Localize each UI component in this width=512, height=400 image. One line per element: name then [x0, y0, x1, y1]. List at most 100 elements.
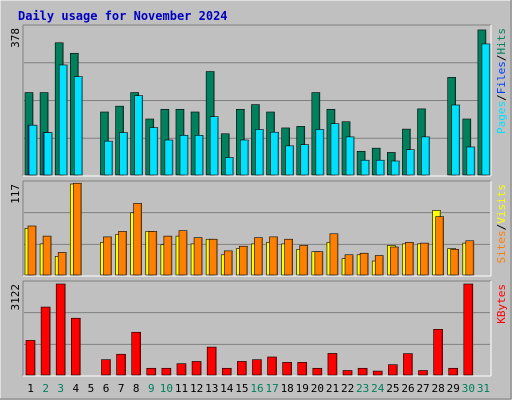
legend-item-kbytes: KBytes: [495, 284, 508, 324]
bar-sites: [359, 252, 369, 276]
bar-kbytes: [297, 362, 308, 376]
bar-sites: [133, 203, 142, 276]
x-tick-label: 15: [235, 382, 248, 395]
bar-sites: [329, 233, 339, 276]
bar-sites: [435, 216, 444, 276]
x-tick-label: 11: [175, 382, 188, 395]
legend-item-hits: Hits: [495, 28, 508, 55]
x-tick-label: 28: [432, 382, 445, 395]
x-tick-label: 22: [341, 382, 354, 395]
x-tick-label: 3: [57, 382, 64, 395]
bar-pages: [104, 140, 113, 176]
bar-sites: [178, 230, 188, 276]
bar-kbytes: [388, 364, 398, 376]
bar-kbytes: [342, 370, 353, 376]
bar-pages: [481, 43, 491, 176]
x-tick-label: 19: [296, 382, 309, 395]
bar-sites: [374, 255, 384, 276]
x-tick-label: 5: [88, 382, 95, 395]
bar-sites: [103, 236, 112, 276]
x-tick-label: 6: [103, 382, 110, 395]
x-tick-label: 2: [42, 382, 49, 395]
bar-pages: [345, 136, 355, 176]
legend-hits-files-pages: Pages/Files/Hits: [495, 28, 508, 134]
bar-kbytes: [70, 317, 81, 376]
bar-sites: [390, 246, 399, 276]
x-tick-label: 16: [250, 382, 263, 395]
bar-pages: [285, 145, 294, 176]
bar-kbytes: [116, 353, 126, 376]
panels: [22, 24, 492, 377]
x-tick-label: 24: [371, 382, 385, 395]
bar-kbytes: [40, 306, 51, 376]
x-tick-label: 9: [148, 382, 155, 395]
bar-sites: [344, 254, 354, 276]
x-tick-label: 25: [386, 382, 399, 395]
bar-kbytes: [101, 359, 111, 376]
bar-kbytes: [463, 283, 474, 376]
bar-pages: [224, 157, 234, 176]
bar-kbytes: [327, 353, 338, 376]
bar-pages: [391, 160, 400, 176]
bar-kbytes: [252, 359, 262, 376]
bar-sites: [148, 231, 158, 276]
bar-pages: [375, 159, 385, 176]
bar-pages: [149, 127, 159, 176]
bar-sites: [42, 235, 52, 276]
x-tick-label: 26: [401, 382, 414, 395]
bar-pages: [421, 136, 430, 176]
bar-sites: [299, 245, 309, 276]
bar-sites: [57, 252, 67, 276]
legend-item-pages: Pages: [495, 101, 508, 134]
x-tick-label: 31: [477, 382, 490, 395]
bar-kbytes: [418, 370, 428, 376]
bar-pages: [255, 129, 264, 176]
x-tick-label: 12: [190, 382, 203, 395]
bar-pages: [240, 139, 249, 176]
bar-pages: [315, 129, 325, 176]
bar-pages: [406, 149, 415, 176]
bar-sites: [72, 182, 82, 276]
bar-pages: [360, 159, 370, 176]
x-tick-label: 7: [118, 382, 125, 395]
legend-separator: /: [495, 224, 508, 231]
bar-sites: [208, 238, 218, 276]
bar-sites: [163, 235, 173, 276]
bar-pages: [270, 131, 279, 176]
bar-kbytes: [191, 361, 202, 376]
bar-pages: [466, 146, 476, 176]
legend-item-sites: Sites: [495, 230, 508, 263]
x-tick-label: 1: [27, 382, 34, 395]
bar-pages: [43, 132, 53, 176]
bar-kbytes: [433, 329, 443, 376]
bar-pages: [209, 116, 219, 176]
y-max-label: 3122: [9, 284, 22, 311]
bar-sites: [284, 238, 293, 276]
bar-kbytes: [357, 367, 368, 376]
bars: [24, 29, 491, 376]
bar-pages: [58, 64, 68, 176]
x-tick-label: 18: [281, 382, 294, 395]
x-tick-label: 23: [356, 382, 369, 395]
y-max-labels: 378 117 3122: [9, 28, 22, 311]
x-tick-label: 10: [160, 382, 173, 395]
x-tick-label: 20: [311, 382, 324, 395]
x-tick-label: 27: [416, 382, 429, 395]
x-tick-label: 30: [462, 382, 475, 395]
y-max-label: 117: [9, 184, 22, 204]
bar-kbytes: [221, 367, 232, 376]
y-max-label: 378: [9, 28, 22, 48]
bar-pages: [300, 144, 310, 176]
bar-kbytes: [25, 340, 36, 376]
bar-kbytes: [206, 346, 217, 376]
bar-pages: [134, 95, 143, 176]
bar-pages: [194, 135, 204, 176]
legend-item-visits: Visits: [495, 184, 508, 224]
bar-sites: [118, 231, 127, 276]
bar-sites: [239, 245, 248, 276]
legends: Pages/Files/Hits Sites/Visits KBytes: [495, 28, 508, 324]
x-tick-label: 21: [326, 382, 339, 395]
x-tick-label: 29: [447, 382, 460, 395]
x-tick-label: 4: [73, 382, 80, 395]
